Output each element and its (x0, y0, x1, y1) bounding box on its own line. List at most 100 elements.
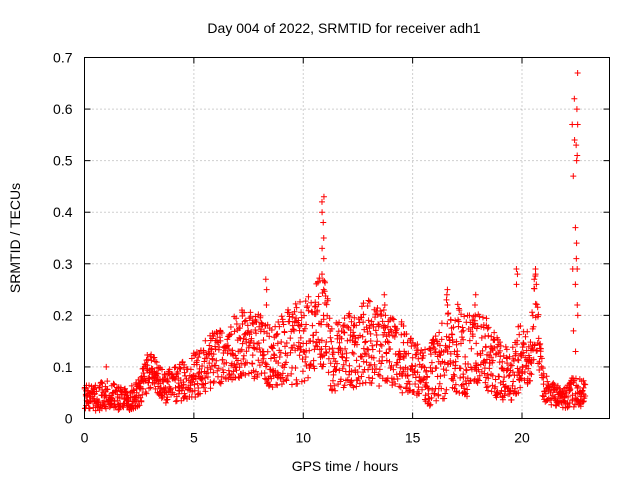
data-point (246, 342, 253, 349)
data-point (322, 279, 329, 286)
y-tick-label: 0.4 (53, 204, 73, 220)
data-point (318, 198, 325, 205)
data-point (180, 381, 187, 388)
data-point (301, 325, 308, 332)
data-point (280, 321, 287, 328)
data-point (535, 311, 542, 318)
data-point (240, 335, 247, 342)
data-point (353, 322, 360, 329)
data-point (442, 390, 449, 397)
data-point (484, 371, 491, 378)
data-point (567, 386, 574, 393)
data-point (259, 321, 266, 328)
data-point (213, 357, 220, 364)
data-point (295, 317, 302, 324)
data-point (377, 341, 384, 348)
data-point (516, 376, 523, 383)
data-point (323, 301, 330, 308)
data-point (291, 327, 298, 334)
data-point (318, 271, 325, 278)
data-point (318, 346, 325, 353)
data-point (343, 354, 350, 361)
data-point (362, 338, 369, 345)
data-point (211, 378, 218, 385)
data-point (297, 298, 304, 305)
data-point (574, 383, 581, 390)
data-point (574, 385, 581, 392)
data-point (244, 359, 251, 366)
data-point (384, 338, 391, 345)
data-point (572, 375, 579, 382)
data-point (312, 303, 319, 310)
data-points (81, 69, 589, 414)
data-point (143, 390, 150, 397)
x-tick-labels: 0 5 10 15 20 (81, 430, 530, 446)
data-point (330, 355, 337, 362)
data-point (341, 382, 348, 389)
data-point (527, 339, 534, 346)
data-point (514, 271, 521, 278)
data-point (218, 373, 225, 380)
data-point (476, 377, 483, 384)
data-point (303, 321, 310, 328)
data-point (473, 325, 480, 332)
data-point (437, 373, 444, 380)
data-point (378, 342, 385, 349)
data-point (462, 353, 469, 360)
data-point (308, 299, 315, 306)
data-point (428, 394, 435, 401)
data-point (202, 337, 209, 344)
data-point (536, 367, 543, 374)
data-point (341, 315, 348, 322)
data-point (457, 365, 464, 372)
data-point (220, 369, 227, 376)
data-point (438, 385, 445, 392)
data-point (423, 367, 430, 374)
data-point (353, 383, 360, 390)
data-point (147, 384, 154, 391)
data-point (492, 383, 499, 390)
data-point (235, 374, 242, 381)
data-point (458, 382, 465, 389)
data-point (473, 340, 480, 347)
data-point (463, 366, 470, 373)
data-point (520, 341, 527, 348)
data-point (508, 396, 515, 403)
data-point (529, 309, 536, 316)
data-point (249, 360, 256, 367)
data-point (474, 350, 481, 357)
data-point (388, 362, 395, 369)
data-point (392, 380, 399, 387)
data-point (326, 315, 333, 322)
data-point (201, 358, 208, 365)
data-point (565, 393, 572, 400)
data-point (258, 320, 265, 327)
data-point (471, 317, 478, 324)
data-point (233, 315, 240, 322)
data-point (279, 374, 286, 381)
data-point (274, 340, 281, 347)
data-point (432, 348, 439, 355)
data-point (440, 366, 447, 373)
data-point (436, 329, 443, 336)
data-point (139, 391, 146, 398)
data-point (443, 291, 450, 298)
data-point (269, 345, 276, 352)
data-point (214, 330, 221, 337)
data-point (166, 366, 173, 373)
data-point (399, 389, 406, 396)
data-point (257, 312, 264, 319)
data-point (464, 393, 471, 400)
data-point (510, 357, 517, 364)
data-point (359, 333, 366, 340)
data-point (435, 392, 442, 399)
data-point (326, 346, 333, 353)
data-point (308, 308, 315, 315)
data-point (108, 394, 115, 401)
data-point (436, 380, 443, 387)
plot-frame (84, 57, 610, 419)
data-point (316, 275, 323, 282)
data-point (368, 380, 375, 387)
data-point (379, 353, 386, 360)
data-point (452, 381, 459, 388)
